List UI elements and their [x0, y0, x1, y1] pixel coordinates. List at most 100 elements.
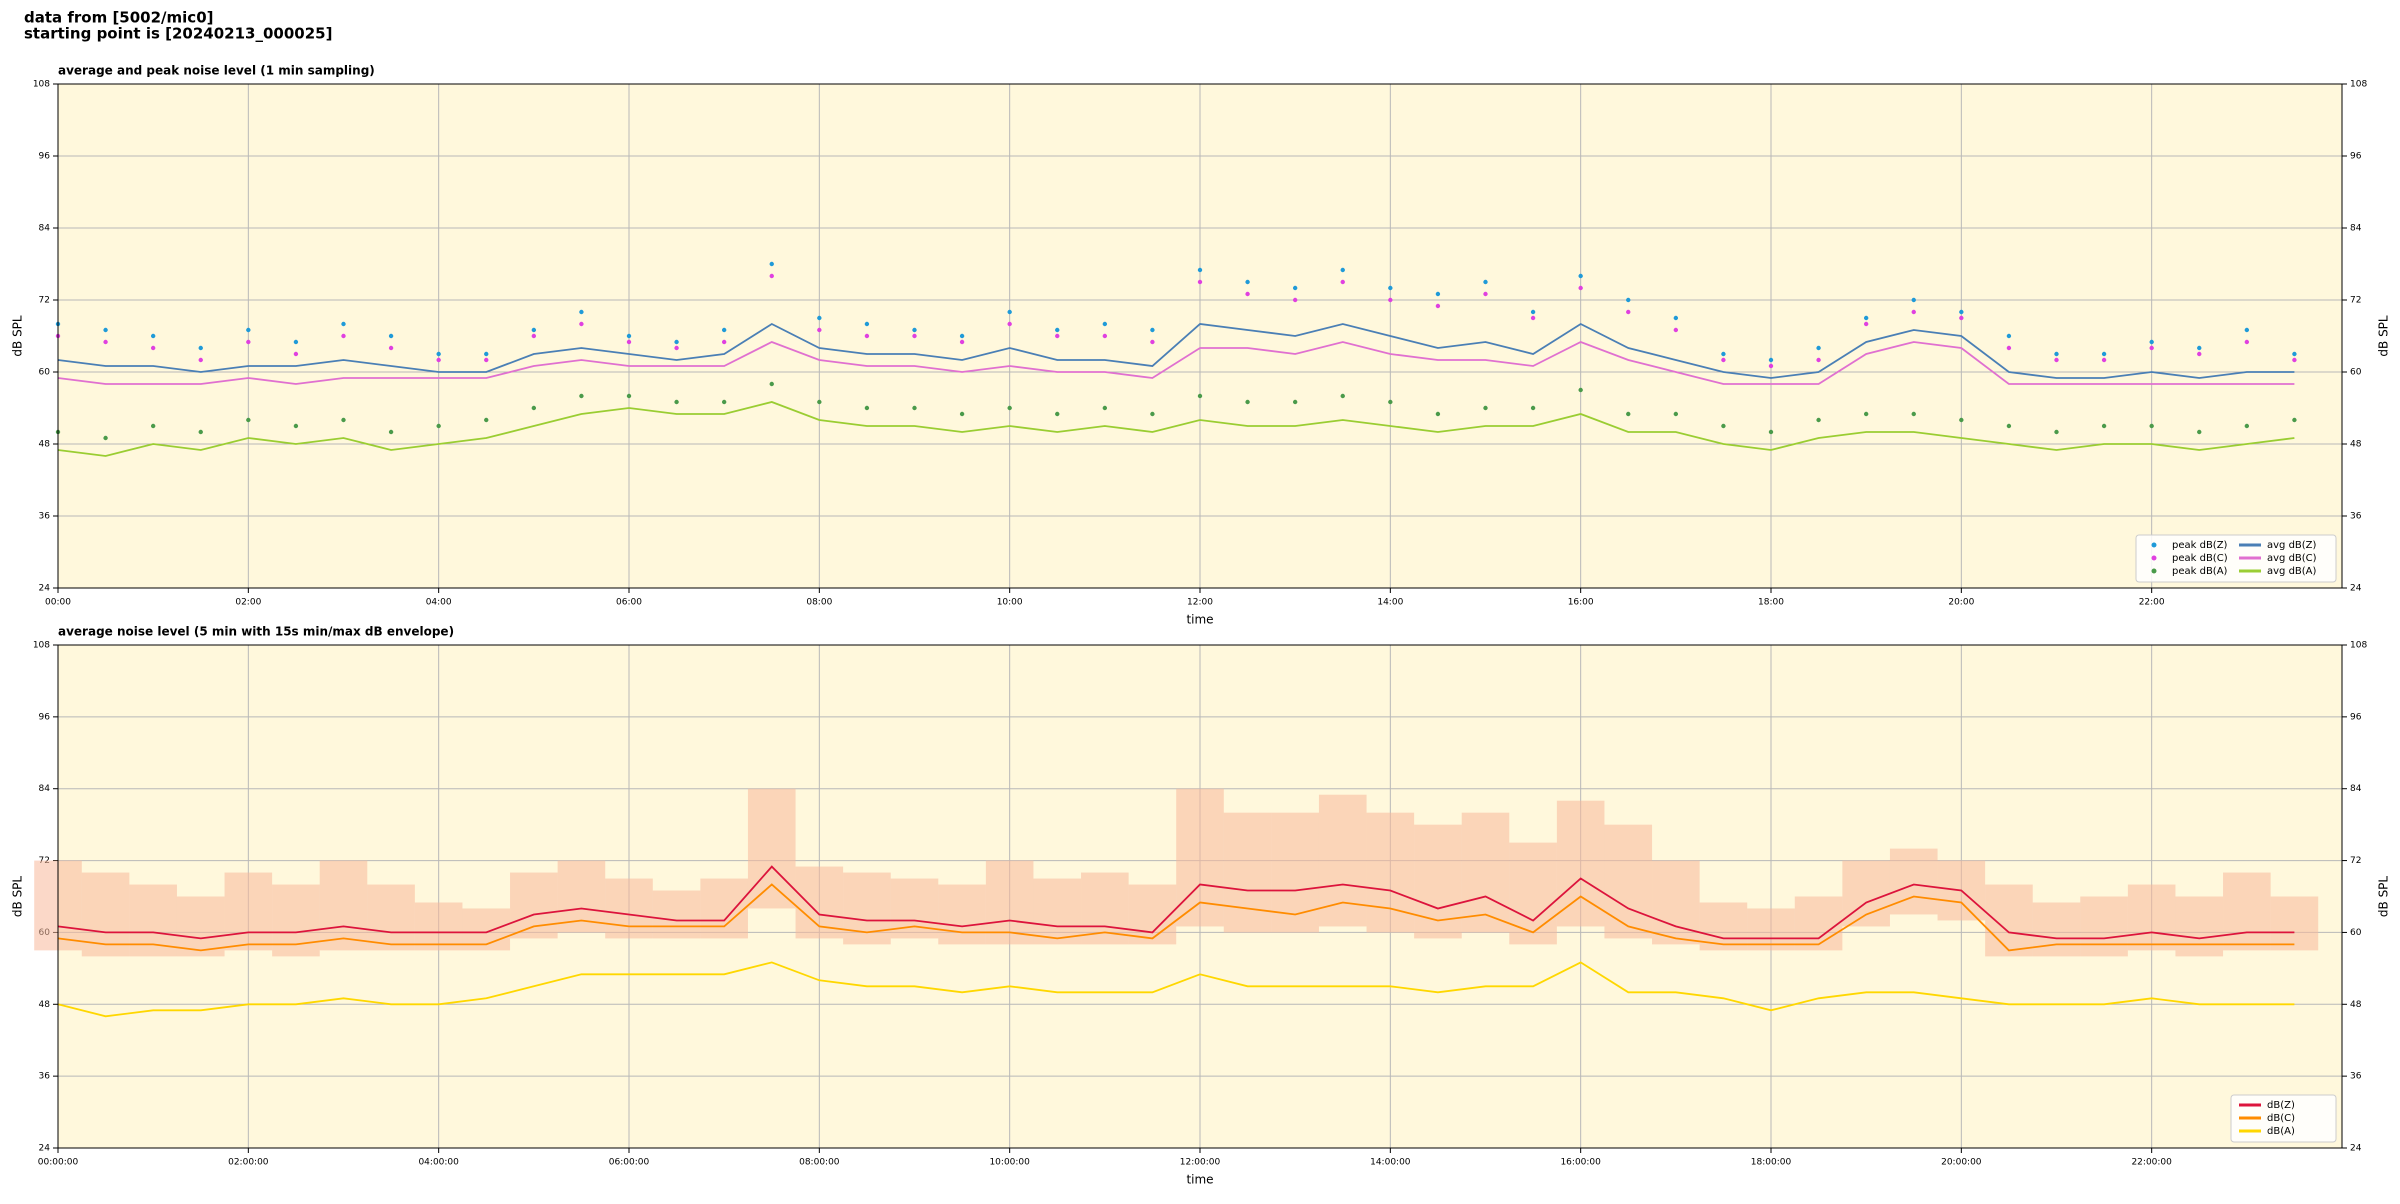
- x-tick-label: 18:00:00: [1751, 1158, 1792, 1168]
- x-tick-label: 04:00: [426, 598, 452, 608]
- marker: [1150, 411, 1155, 417]
- marker: [2292, 357, 2297, 363]
- marker: [150, 333, 156, 339]
- marker: [388, 333, 394, 339]
- marker: [1959, 315, 1964, 321]
- x-tick-label: 04:00:00: [418, 1158, 459, 1168]
- x-tick-label: 20:00:00: [1941, 1158, 1982, 1168]
- marker: [1435, 411, 1441, 417]
- marker: [626, 393, 632, 399]
- legend-box: [2135, 534, 2337, 583]
- marker: [150, 423, 156, 429]
- marker: [2197, 429, 2202, 435]
- marker: [959, 339, 965, 345]
- line: [57, 341, 2295, 385]
- marker: [150, 345, 156, 351]
- legend-label: dB(Z): [2267, 1100, 2295, 1111]
- marker: [198, 429, 203, 435]
- envelope-band: [938, 884, 986, 945]
- envelope-band: [557, 860, 606, 933]
- marker: [2292, 351, 2297, 357]
- marker: [626, 333, 632, 339]
- marker: [1530, 309, 1536, 315]
- envelope-band: [1461, 812, 1510, 933]
- marker: [1102, 405, 1108, 411]
- marker: [864, 405, 870, 411]
- marker: [1863, 321, 1869, 327]
- y2-tick-label: 72: [2350, 856, 2361, 866]
- y-tick-label: 72: [39, 296, 50, 306]
- y2-tick-label: 96: [2350, 152, 2362, 162]
- marker: [531, 327, 537, 333]
- marker: [579, 393, 584, 399]
- plot-frame: [57, 644, 2343, 1149]
- y-tick-label: 96: [39, 712, 51, 722]
- marker: [1197, 393, 1203, 399]
- marker: [1530, 315, 1536, 321]
- legend-marker: [2151, 555, 2157, 561]
- line: [57, 401, 2295, 457]
- y2-tick-label: 48: [2350, 1000, 2362, 1010]
- x-tick-label: 14:00: [1377, 598, 1403, 608]
- y2-tick-label: 24: [2350, 1144, 2362, 1154]
- marker: [674, 345, 679, 351]
- legend-label: avg dB(C): [2267, 553, 2317, 564]
- marker: [2197, 345, 2202, 351]
- marker: [1435, 303, 1441, 309]
- marker: [436, 423, 441, 429]
- y-tick-label: 36: [39, 1072, 51, 1082]
- envelope-band: [1176, 788, 1224, 927]
- envelope-band: [272, 884, 320, 957]
- legend-label: avg dB(Z): [2267, 540, 2317, 551]
- x-tick-label: 12:00: [1187, 598, 1213, 608]
- marker: [246, 417, 251, 423]
- envelope-band: [462, 908, 511, 951]
- marker: [2006, 423, 2012, 429]
- marker: [1673, 411, 1679, 417]
- marker: [1245, 291, 1250, 297]
- marker: [1388, 285, 1393, 291]
- legend-label: peak dB(C): [2172, 553, 2228, 564]
- marker: [579, 309, 584, 315]
- marker: [293, 423, 299, 429]
- marker: [674, 399, 679, 405]
- y-axis-label: dB SPL: [11, 315, 25, 357]
- envelope-band: [1985, 884, 2033, 957]
- envelope-band: [1223, 812, 1272, 933]
- marker: [1673, 327, 1679, 333]
- y2-tick-label: 36: [2350, 1072, 2362, 1082]
- marker: [1959, 417, 1964, 423]
- y-tick-label: 24: [39, 584, 51, 594]
- y-tick-label: 84: [39, 784, 51, 794]
- marker: [912, 405, 917, 411]
- marker: [1768, 357, 1774, 363]
- y2-tick-label: 72: [2350, 296, 2361, 306]
- marker: [1340, 279, 1345, 285]
- y-tick-label: 24: [39, 1144, 51, 1154]
- envelope-band: [985, 860, 1034, 945]
- legend-label: dB(A): [2267, 1126, 2295, 1137]
- legend-marker: [2151, 542, 2157, 548]
- marker: [1721, 357, 1726, 363]
- marker: [1055, 327, 1060, 333]
- line: [57, 322, 2295, 379]
- marker: [2101, 351, 2107, 357]
- marker: [674, 339, 679, 345]
- marker: [1483, 291, 1488, 297]
- marker: [341, 333, 346, 339]
- envelope-band: [1128, 884, 1177, 945]
- marker: [1007, 309, 1012, 315]
- marker: [912, 327, 917, 333]
- marker: [103, 339, 108, 345]
- y2-axis-label: dB SPL: [2377, 876, 2391, 918]
- marker: [1959, 309, 1964, 315]
- marker: [531, 333, 537, 339]
- marker: [484, 417, 489, 423]
- marker: [1578, 273, 1583, 279]
- x-tick-label: 16:00: [1568, 598, 1594, 608]
- marker: [1102, 321, 1108, 327]
- marker: [1530, 405, 1536, 411]
- envelope-band: [1794, 896, 1843, 951]
- marker: [1626, 411, 1631, 417]
- envelope-band: [2270, 896, 2319, 951]
